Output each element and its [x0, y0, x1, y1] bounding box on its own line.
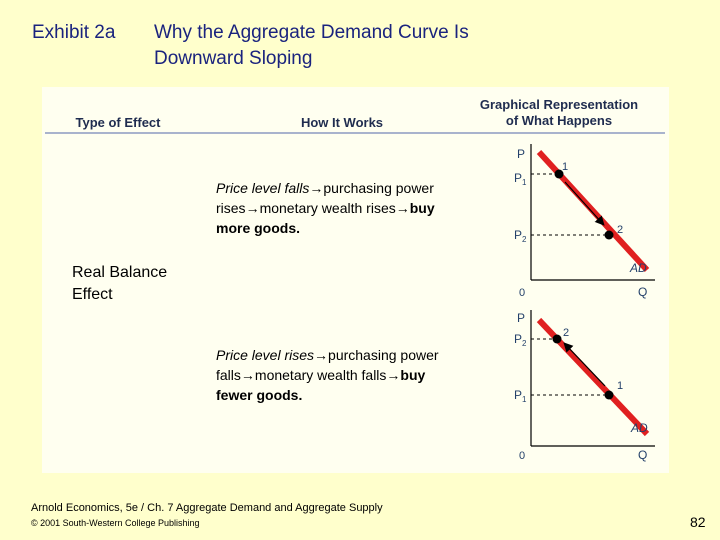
arrow-glyph: → — [386, 367, 401, 383]
price-label-lower: P1 — [514, 388, 527, 404]
y-axis-label: P — [517, 311, 525, 325]
x-axis-label: Q — [638, 285, 647, 299]
header-divider — [45, 132, 665, 134]
header-type-of-effect: Type of Effect — [75, 115, 161, 130]
description-line: Price level falls→purchasing power — [216, 178, 496, 198]
description-text: more goods. — [216, 220, 301, 236]
point-label: 2 — [617, 224, 623, 236]
point-label: 2 — [563, 327, 569, 339]
description-text: fewer goods. — [216, 387, 303, 403]
ad-label: AD — [629, 261, 647, 275]
equilibrium-point — [552, 334, 562, 344]
description-line: fewer goods. — [216, 385, 496, 405]
description-lead: Price level rises — [216, 347, 315, 363]
price-label-upper: P2 — [514, 332, 527, 348]
description-lead: Price level falls — [216, 180, 310, 196]
description-text: purchasing power — [323, 180, 434, 196]
equilibrium-point — [604, 230, 614, 240]
effect-name-line-2: Effect — [72, 286, 113, 303]
arrow-glyph: → — [245, 200, 260, 216]
title-line-1: Why the Aggregate Demand Curve Is — [154, 22, 469, 43]
page-title: Why the Aggregate Demand Curve Is Downwa… — [154, 20, 574, 72]
effect-name: Real Balance Effect — [72, 262, 212, 306]
page-number: 82 — [690, 514, 706, 530]
description-line: rises→monetary wealth rises→buy — [216, 198, 496, 218]
equilibrium-point — [554, 169, 564, 179]
header-graph-line-2: of What Happens — [505, 113, 613, 128]
graph-price-falls: P P1 P2 1 2 AD 0 Q — [514, 144, 655, 299]
price-label-lower: P2 — [514, 228, 527, 244]
title-line-2: Downward Sloping — [154, 48, 313, 69]
x-axis-label: Q — [638, 448, 647, 462]
arrow-glyph: → — [395, 200, 410, 216]
movement-arrow — [564, 181, 605, 226]
description-line: more goods. — [216, 218, 496, 238]
y-axis-label: P — [517, 147, 525, 161]
footer-source: Arnold Economics, 5e / Ch. 7 Aggregate D… — [31, 502, 383, 514]
description-text: falls — [216, 367, 241, 383]
arrow-glyph: → — [240, 367, 255, 383]
description-text: buy — [409, 200, 435, 216]
description-text: buy — [400, 367, 426, 383]
price-label-upper: P1 — [514, 171, 527, 187]
description-text: rises — [216, 200, 246, 216]
origin-label: 0 — [519, 450, 525, 462]
exhibit-label: Exhibit 2a — [32, 22, 116, 43]
description-text: purchasing power — [328, 347, 439, 363]
header-graph-line-1: Graphical Representation — [479, 97, 639, 112]
description-line: Price level rises→purchasing power — [216, 345, 496, 365]
description-text: monetary wealth falls — [254, 367, 387, 383]
ad-label: AD — [630, 421, 648, 435]
description-text: monetary wealth rises — [259, 200, 396, 216]
ad-curve — [536, 149, 650, 273]
description-price-rises: Price level rises→purchasing power falls… — [216, 345, 496, 405]
equilibrium-point — [604, 390, 614, 400]
graph-price-rises: P P2 P1 2 1 AD 0 Q — [514, 310, 655, 462]
origin-label: 0 — [519, 287, 525, 299]
header-how-it-works: How It Works — [300, 115, 384, 130]
description-line: falls→monetary wealth falls→buy — [216, 365, 496, 385]
footer-copyright: © 2001 South-Western College Publishing — [31, 518, 200, 528]
description-price-falls: Price level falls→purchasing power rises… — [216, 178, 496, 238]
movement-arrow — [563, 342, 606, 387]
point-label: 1 — [562, 161, 568, 173]
header-graphical-representation: Graphical Representation of What Happens — [460, 97, 658, 129]
effect-name-line-1: Real Balance — [72, 264, 168, 281]
point-label: 1 — [617, 380, 623, 392]
arrow-glyph: → — [314, 347, 329, 363]
arrow-glyph: → — [309, 180, 324, 196]
